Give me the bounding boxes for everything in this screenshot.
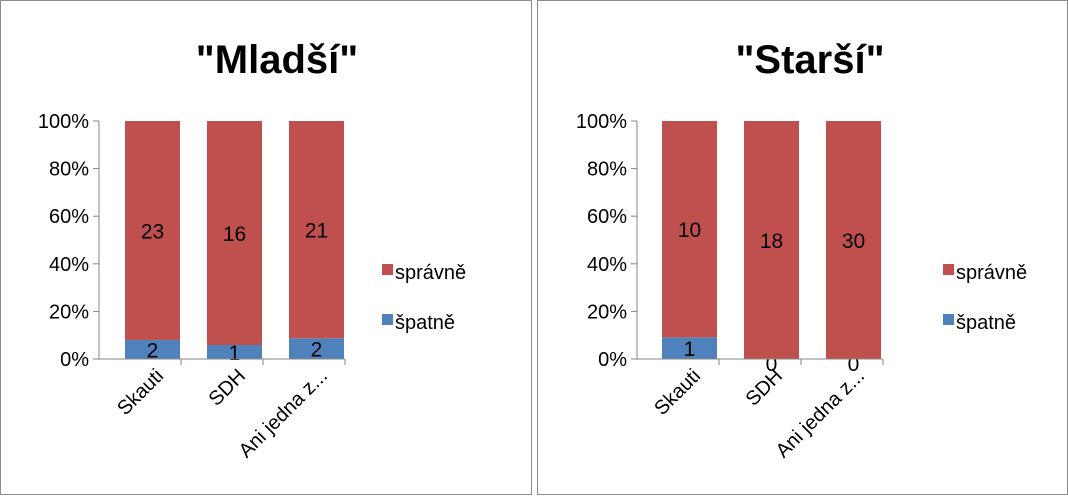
data-label: 2 [147,339,159,362]
x-tick-label: SDH [742,365,787,410]
data-label: 16 [223,223,246,246]
bar-segment-spatne [662,337,717,359]
data-label: 21 [305,220,328,243]
chart-panel-mladsi: "Mladší" 0% 20% 40% 60% 80% 100% 2 23 Skauti 1 16 S… [0,0,532,495]
data-label: 10 [678,219,701,242]
y-tick-label: 0% [60,349,89,371]
legend-label: špatně [395,312,455,334]
data-label: 2 [311,339,323,362]
legend-label: špatně [956,312,1016,334]
y-tick-label: 40% [49,254,89,276]
bar-segment-spatne [289,338,344,359]
y-tick-label: 20% [49,301,89,323]
y-tick-label: 80% [49,159,89,181]
legend-swatch [382,314,393,325]
x-tick-label: Ani jedna z... [772,365,869,462]
bar-segment-spravne [207,121,262,345]
chart-starsi: "Starší" 0% 20% 40% 60% 80% 100% 1 10 Skauti 0 18 S… [576,38,1027,462]
bar-segment-spravne [662,121,717,338]
data-label: 30 [842,230,865,253]
y-tick-label: 20% [587,301,627,323]
y-tick-label: 40% [587,254,627,276]
y-tick-label: 80% [587,159,627,181]
legend-label: správně [956,262,1027,284]
x-tick-label: SDH [205,365,250,410]
chart-title: "Starší" [735,38,884,82]
bar-segment-spatne [207,345,262,359]
y-tick-label: 100% [38,111,89,133]
legend-swatch [382,264,393,275]
y-tick-label: 60% [587,206,627,228]
legend-swatch [943,314,954,325]
bar-segment-spravne [826,121,881,359]
bar-segment-spatne [125,339,180,359]
x-tick-label: Ani jedna z... [235,365,332,462]
bar-segment-spravne [125,121,180,340]
chart-title: "Mladší" [196,38,358,82]
data-label: 18 [760,230,783,253]
bar-segment-spravne [744,121,799,359]
x-tick-label: Skauti [650,365,705,420]
y-tick-label: 100% [576,111,627,133]
data-label: 23 [141,220,164,243]
chart-panel-starsi: "Starší" 0% 20% 40% 60% 80% 100% 1 10 Skauti 0 18 S… [537,0,1068,495]
chart-mladsi: "Mladší" 0% 20% 40% 60% 80% 100% 2 23 Skauti 1 16 S… [38,38,466,462]
data-label: 1 [684,338,696,361]
data-label: 0 [766,353,778,376]
legend-swatch [943,264,954,275]
y-tick-label: 60% [49,206,89,228]
x-tick-label: Skauti [113,365,168,420]
data-label: 0 [848,353,860,376]
data-label: 1 [229,342,241,365]
legend-label: správně [395,262,466,284]
bar-segment-spravne [289,121,344,339]
y-tick-label: 0% [598,349,627,371]
